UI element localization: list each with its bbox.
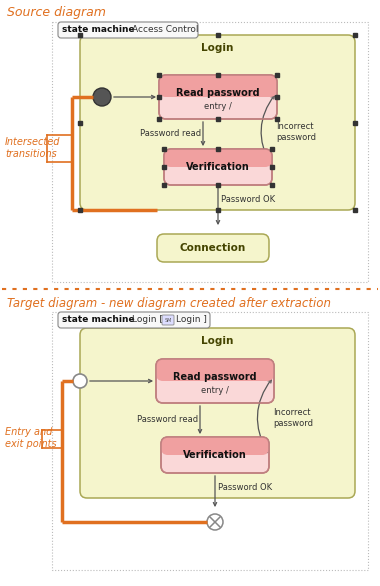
Text: state machine: state machine	[62, 315, 135, 324]
FancyBboxPatch shape	[164, 149, 272, 185]
Polygon shape	[157, 117, 161, 121]
Text: Login [: Login [	[132, 315, 163, 324]
Text: entry /: entry /	[204, 102, 232, 111]
Polygon shape	[275, 96, 279, 99]
Polygon shape	[78, 208, 82, 212]
FancyBboxPatch shape	[162, 315, 174, 325]
Polygon shape	[157, 73, 161, 77]
Polygon shape	[353, 33, 357, 37]
Text: Verification: Verification	[186, 162, 250, 172]
FancyBboxPatch shape	[164, 149, 272, 167]
Text: Password read: Password read	[140, 130, 201, 138]
FancyBboxPatch shape	[157, 234, 269, 262]
Circle shape	[73, 374, 87, 388]
Text: Target diagram - new diagram created after extraction: Target diagram - new diagram created aft…	[7, 297, 331, 310]
Polygon shape	[216, 117, 220, 121]
Polygon shape	[270, 147, 274, 151]
Polygon shape	[162, 165, 166, 169]
Text: Login: Login	[201, 336, 234, 346]
Polygon shape	[78, 121, 82, 124]
FancyBboxPatch shape	[159, 75, 277, 119]
Text: state machine: state machine	[62, 25, 135, 34]
Text: Intersected
transitions: Intersected transitions	[5, 137, 60, 159]
Polygon shape	[215, 208, 220, 212]
FancyBboxPatch shape	[156, 359, 274, 403]
Text: Connection: Connection	[180, 243, 246, 253]
Polygon shape	[157, 96, 161, 99]
Text: Password read: Password read	[137, 415, 198, 424]
Text: Login ]: Login ]	[176, 315, 207, 324]
FancyBboxPatch shape	[161, 437, 269, 473]
Text: entry /: entry /	[201, 386, 229, 395]
Text: SM: SM	[164, 318, 172, 322]
Text: Read password: Read password	[176, 87, 260, 98]
Polygon shape	[216, 73, 220, 77]
Text: Access Control: Access Control	[132, 25, 198, 34]
Text: Incorrect
password: Incorrect password	[276, 122, 316, 142]
Text: Entry and
exit points: Entry and exit points	[5, 427, 57, 449]
Text: Login: Login	[201, 43, 234, 53]
Polygon shape	[275, 117, 279, 121]
Polygon shape	[275, 73, 279, 77]
Polygon shape	[162, 147, 166, 151]
FancyBboxPatch shape	[159, 75, 277, 97]
Polygon shape	[353, 121, 357, 124]
FancyBboxPatch shape	[58, 22, 198, 38]
Text: Password OK: Password OK	[218, 483, 272, 492]
Polygon shape	[270, 183, 274, 187]
Circle shape	[93, 88, 111, 106]
Polygon shape	[353, 208, 357, 212]
Circle shape	[207, 514, 223, 530]
Polygon shape	[216, 183, 220, 187]
Text: Incorrect
password: Incorrect password	[273, 408, 313, 428]
Text: Verification: Verification	[183, 450, 247, 460]
FancyBboxPatch shape	[161, 437, 269, 455]
Polygon shape	[216, 147, 220, 151]
Text: Read password: Read password	[173, 372, 257, 381]
Polygon shape	[162, 183, 166, 187]
FancyBboxPatch shape	[156, 359, 274, 381]
FancyBboxPatch shape	[80, 328, 355, 498]
Polygon shape	[215, 33, 220, 37]
Text: Source diagram: Source diagram	[7, 6, 106, 19]
Polygon shape	[270, 165, 274, 169]
FancyBboxPatch shape	[58, 312, 210, 328]
Polygon shape	[78, 33, 82, 37]
Text: Password OK: Password OK	[221, 195, 275, 204]
FancyBboxPatch shape	[80, 35, 355, 210]
